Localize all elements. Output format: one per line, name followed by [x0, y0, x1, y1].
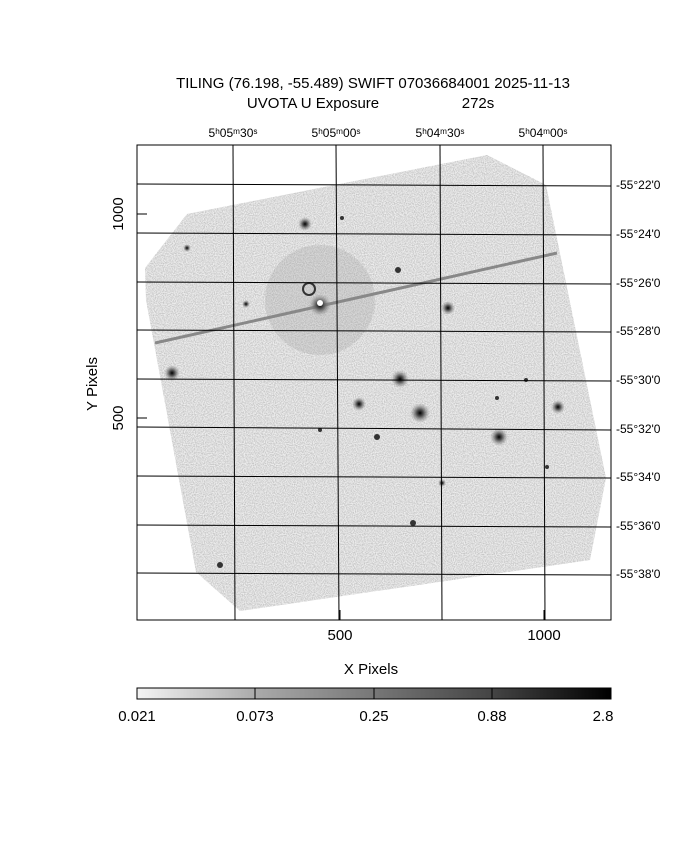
- dec-tick-label: -55°22'0: [616, 178, 661, 192]
- plot-frame: [136, 144, 612, 621]
- dec-tick-label: -55°30'0: [616, 373, 661, 387]
- colorbar-label: 0.073: [236, 708, 274, 725]
- dec-tick-label: -55°38'0: [616, 567, 661, 581]
- ra-tick-label: 5ʰ05ᵐ00ˢ: [312, 126, 361, 140]
- ra-grid-line: [439, 144, 443, 621]
- stars: [164, 216, 565, 568]
- dec-tick-label: -55°34'0: [616, 470, 661, 484]
- dec-tick-label: -55°26'0: [616, 276, 661, 290]
- filter-label: UVOTA U Exposure: [247, 95, 379, 112]
- colorbar-label: 0.25: [359, 708, 388, 725]
- coordinate-grid: [136, 144, 612, 621]
- pixel-ticks: [137, 213, 545, 620]
- dec-grid-line: [136, 475, 612, 479]
- dec-grid-line: [136, 426, 612, 431]
- colorbar-label: 2.8: [593, 708, 614, 725]
- readout-streak: [154, 251, 558, 345]
- ra-grid-line: [335, 144, 340, 621]
- ra-grid-line: [232, 144, 236, 621]
- dec-tick-label: -55°28'0: [616, 324, 661, 338]
- sky-image: [145, 155, 606, 611]
- y-tick-label: 500: [110, 405, 127, 430]
- exposure-label: 272s: [462, 95, 495, 112]
- dec-grid-line: [136, 524, 612, 528]
- dec-grid-line: [136, 329, 612, 333]
- x-axis-label: X Pixels: [344, 661, 398, 678]
- x-tick-label: 1000: [527, 627, 560, 644]
- ra-grid-line: [542, 144, 546, 621]
- ra-tick-label: 5ʰ04ᵐ00ˢ: [519, 126, 568, 140]
- ra-tick-label: 5ʰ04ᵐ30ˢ: [416, 126, 465, 140]
- colorbar-label: 0.021: [118, 708, 156, 725]
- colorbar-label: 0.88: [477, 708, 506, 725]
- dec-tick-label: -55°32'0: [616, 422, 661, 436]
- title: TILING (76.198, -55.489) SWIFT 070366840…: [176, 75, 570, 92]
- dec-grid-line: [136, 232, 612, 236]
- dec-grid-line: [136, 572, 612, 576]
- dec-tick-label: -55°36'0: [616, 519, 661, 533]
- colorbar-ticks: [254, 688, 493, 699]
- exposure-tint: [145, 155, 606, 611]
- ra-tick-label: 5ʰ05ᵐ30ˢ: [209, 126, 258, 140]
- dec-grid-line: [136, 183, 612, 187]
- dec-grid-line: [136, 378, 612, 382]
- dec-grid-line: [136, 281, 612, 285]
- x-tick-label: 500: [327, 627, 352, 644]
- y-axis-label: Y Pixels: [84, 357, 101, 411]
- y-tick-label: 1000: [110, 197, 127, 230]
- dec-tick-label: -55°24'0: [616, 227, 661, 241]
